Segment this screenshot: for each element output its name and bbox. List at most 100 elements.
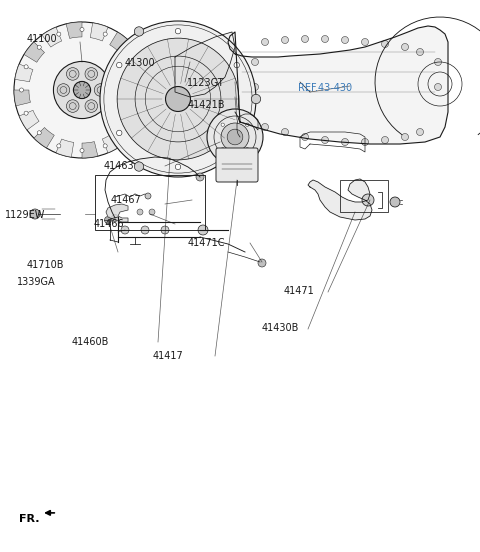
Circle shape bbox=[134, 162, 144, 171]
Circle shape bbox=[137, 209, 143, 215]
Circle shape bbox=[361, 39, 369, 45]
Circle shape bbox=[53, 61, 110, 119]
Wedge shape bbox=[131, 98, 149, 116]
Wedge shape bbox=[120, 118, 140, 138]
Circle shape bbox=[80, 28, 84, 31]
Circle shape bbox=[24, 65, 28, 69]
Circle shape bbox=[103, 144, 107, 148]
Circle shape bbox=[281, 36, 288, 44]
Circle shape bbox=[301, 134, 309, 141]
Circle shape bbox=[121, 226, 129, 234]
Wedge shape bbox=[125, 50, 145, 70]
Text: 41467: 41467 bbox=[110, 195, 141, 205]
Circle shape bbox=[198, 225, 208, 235]
Wedge shape bbox=[56, 139, 74, 157]
Text: 41471: 41471 bbox=[283, 286, 314, 296]
Circle shape bbox=[57, 32, 61, 36]
Text: FR.: FR. bbox=[19, 514, 40, 524]
Circle shape bbox=[221, 123, 225, 126]
Circle shape bbox=[322, 136, 328, 144]
Circle shape bbox=[57, 84, 70, 96]
Text: 41710B: 41710B bbox=[26, 260, 64, 270]
Circle shape bbox=[252, 94, 261, 104]
Circle shape bbox=[117, 38, 239, 160]
Text: 1129EW: 1129EW bbox=[5, 210, 45, 220]
Circle shape bbox=[362, 194, 374, 206]
Text: REF.43-430: REF.43-430 bbox=[298, 83, 352, 93]
Circle shape bbox=[73, 82, 91, 99]
Circle shape bbox=[136, 111, 140, 115]
Circle shape bbox=[234, 62, 240, 68]
Circle shape bbox=[123, 131, 127, 135]
Text: 1339GA: 1339GA bbox=[17, 277, 55, 286]
Text: 41463: 41463 bbox=[103, 161, 134, 171]
Wedge shape bbox=[90, 23, 108, 41]
Circle shape bbox=[103, 32, 107, 36]
Text: 1123GT: 1123GT bbox=[187, 78, 225, 88]
Text: 41417: 41417 bbox=[153, 351, 183, 361]
Circle shape bbox=[20, 88, 24, 92]
Circle shape bbox=[434, 83, 442, 91]
Circle shape bbox=[57, 144, 61, 148]
Circle shape bbox=[175, 28, 181, 34]
Circle shape bbox=[149, 209, 155, 215]
Circle shape bbox=[417, 129, 423, 135]
Circle shape bbox=[196, 173, 204, 181]
Circle shape bbox=[322, 35, 328, 43]
Circle shape bbox=[66, 68, 79, 80]
Circle shape bbox=[111, 215, 119, 221]
Wedge shape bbox=[133, 74, 150, 90]
Circle shape bbox=[258, 259, 266, 267]
Circle shape bbox=[341, 36, 348, 44]
Circle shape bbox=[37, 45, 41, 49]
Circle shape bbox=[252, 59, 259, 66]
FancyBboxPatch shape bbox=[216, 148, 258, 182]
Circle shape bbox=[434, 59, 442, 66]
Text: 41471C: 41471C bbox=[187, 238, 225, 248]
Circle shape bbox=[401, 134, 408, 141]
Circle shape bbox=[24, 111, 28, 115]
Bar bbox=[95, 175, 205, 230]
Wedge shape bbox=[102, 133, 122, 153]
Circle shape bbox=[37, 131, 41, 135]
Circle shape bbox=[207, 109, 263, 165]
Wedge shape bbox=[19, 110, 39, 130]
Circle shape bbox=[145, 193, 151, 199]
Text: 41421B: 41421B bbox=[187, 100, 225, 110]
Circle shape bbox=[262, 39, 268, 45]
Text: 41460B: 41460B bbox=[72, 337, 109, 347]
Circle shape bbox=[117, 62, 122, 68]
Circle shape bbox=[227, 129, 243, 145]
Circle shape bbox=[66, 100, 79, 113]
Circle shape bbox=[80, 148, 84, 152]
Circle shape bbox=[105, 216, 111, 224]
Circle shape bbox=[361, 139, 369, 146]
Wedge shape bbox=[42, 27, 62, 47]
Circle shape bbox=[390, 197, 400, 207]
Wedge shape bbox=[15, 64, 33, 82]
Wedge shape bbox=[34, 128, 54, 148]
Circle shape bbox=[100, 21, 256, 177]
Circle shape bbox=[85, 100, 97, 113]
Circle shape bbox=[382, 40, 388, 47]
Circle shape bbox=[341, 139, 348, 146]
Circle shape bbox=[401, 44, 408, 50]
Text: 41100: 41100 bbox=[26, 34, 57, 44]
Circle shape bbox=[134, 26, 144, 36]
Circle shape bbox=[417, 49, 423, 56]
Circle shape bbox=[85, 68, 97, 80]
FancyArrowPatch shape bbox=[46, 511, 54, 515]
Circle shape bbox=[221, 147, 225, 151]
Polygon shape bbox=[308, 179, 372, 220]
Wedge shape bbox=[82, 141, 98, 158]
Circle shape bbox=[161, 226, 169, 234]
Circle shape bbox=[252, 83, 259, 91]
Text: 41466: 41466 bbox=[94, 219, 124, 229]
Circle shape bbox=[123, 45, 127, 49]
Polygon shape bbox=[106, 204, 128, 222]
Polygon shape bbox=[228, 26, 448, 144]
Wedge shape bbox=[14, 90, 30, 106]
Circle shape bbox=[246, 147, 249, 151]
Circle shape bbox=[94, 84, 107, 96]
Circle shape bbox=[141, 226, 149, 234]
